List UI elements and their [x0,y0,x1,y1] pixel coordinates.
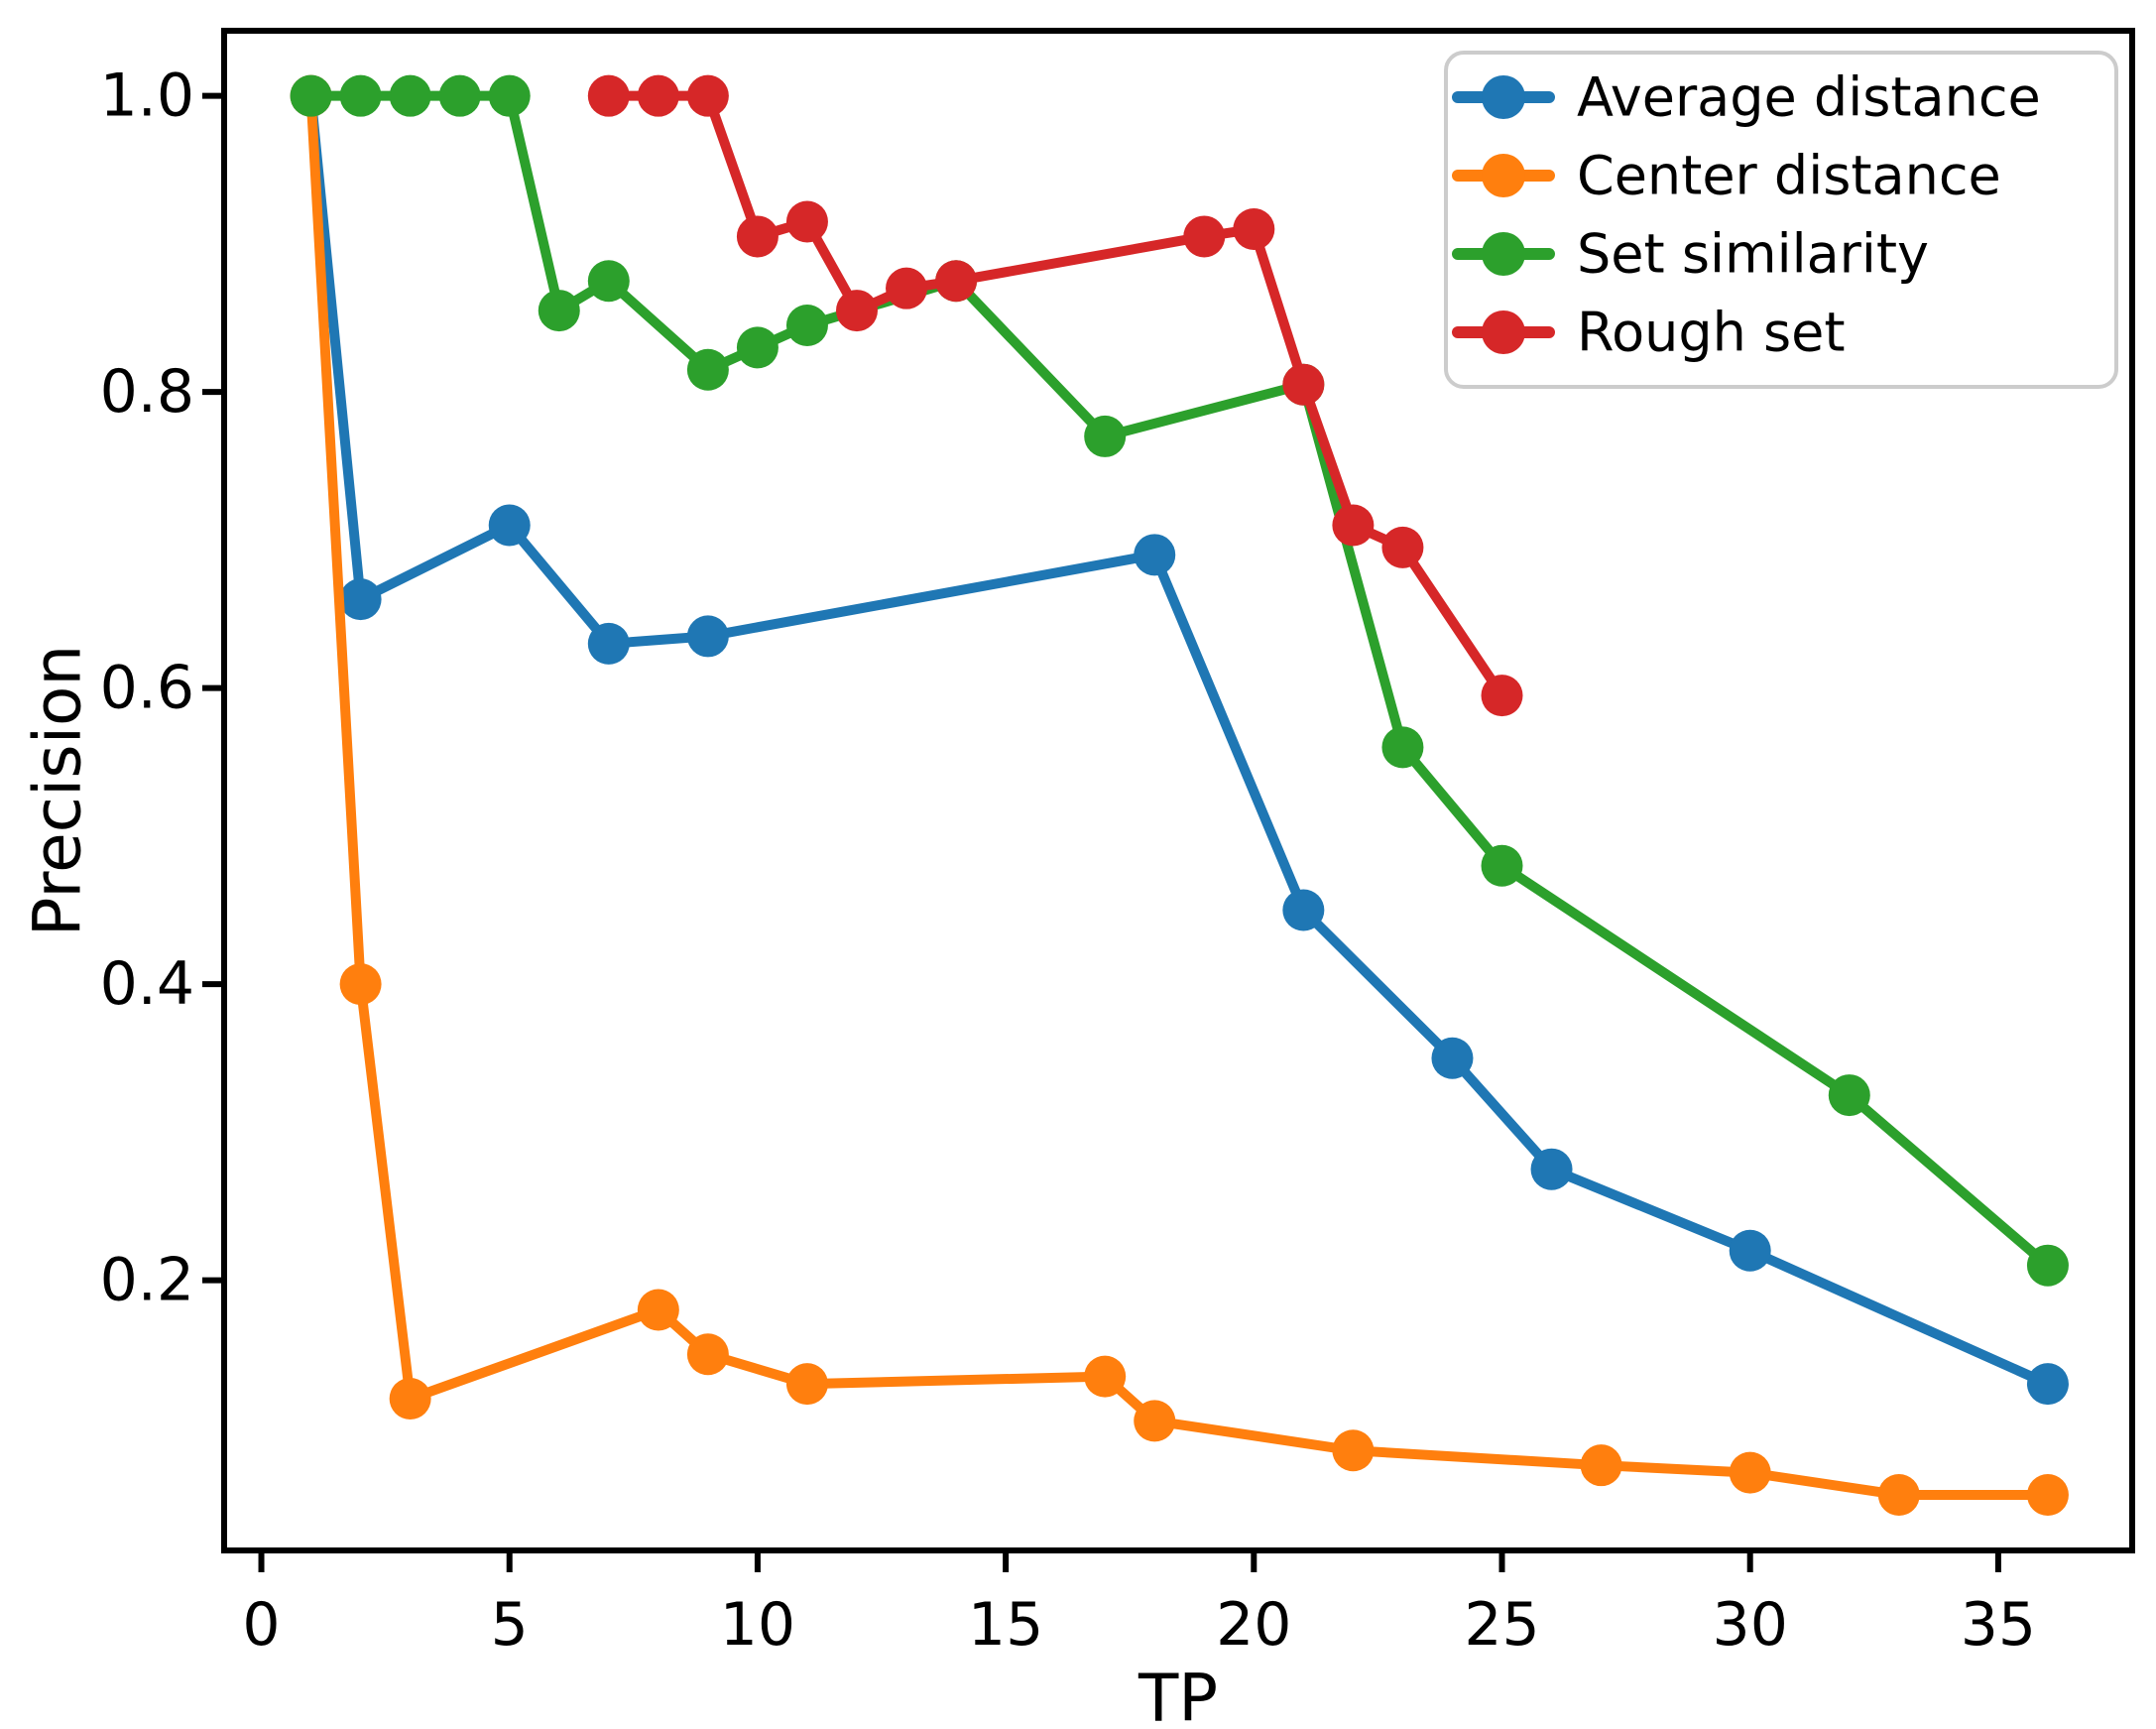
x-tick-label: 0 [242,1590,280,1660]
data-point-set-similarity [488,74,531,117]
data-point-rough-set [785,200,828,243]
data-point-center-distance [2026,1474,2069,1517]
data-point-set-similarity [538,290,580,332]
data-point-center-distance [1332,1429,1375,1472]
data-point-rough-set [1332,504,1375,547]
data-point-rough-set [1183,215,1226,258]
y-tick-label: 0.8 [100,357,194,427]
data-point-average-distance [488,504,531,547]
data-point-rough-set [587,74,630,117]
data-point-set-similarity [1381,726,1424,769]
x-tick-label: 20 [1216,1590,1291,1660]
data-point-set-similarity [587,260,630,303]
data-point-center-distance [339,963,382,1006]
data-point-average-distance [1431,1037,1474,1079]
legend-label: Center distance [1577,145,2001,207]
data-point-average-distance [1530,1148,1573,1190]
data-point-center-distance [637,1289,679,1331]
y-tick-label: 0.6 [100,654,194,723]
x-tick-label: 30 [1713,1590,1788,1660]
x-tick-label: 15 [968,1590,1043,1660]
data-point-average-distance [2026,1363,2069,1406]
data-point-rough-set [736,215,779,258]
legend-box [1444,51,2118,389]
legend-item-average-distance: Average distance [1452,66,2041,129]
data-point-center-distance [1134,1400,1176,1442]
series-rough-set [587,74,1523,717]
data-point-set-similarity [389,74,431,117]
data-point-set-similarity [1481,844,1523,887]
data-point-rough-set [1381,526,1424,568]
data-point-rough-set [1282,363,1325,406]
data-point-rough-set [935,260,978,303]
series-line-rough-set [603,90,1507,701]
legend-marker [1482,154,1525,197]
legend-item-rough-set: Rough set [1452,302,1846,364]
data-point-rough-set [637,74,679,117]
data-point-average-distance [1134,534,1176,576]
data-point-center-distance [686,1333,729,1376]
data-point-center-distance [1084,1355,1127,1398]
legend-label: Set similarity [1577,223,1929,286]
data-point-center-distance [1729,1451,1771,1494]
x-axis: 0 5 10 15 20 25 30 35 [242,1550,2036,1660]
data-point-set-similarity [686,348,729,391]
x-tick-label: 35 [1961,1590,2036,1660]
data-point-rough-set [1233,207,1275,250]
data-point-average-distance [686,615,729,658]
data-point-set-similarity [339,74,382,117]
data-point-set-similarity [1084,415,1127,457]
data-point-rough-set [835,290,878,332]
data-point-center-distance [785,1363,828,1406]
data-point-average-distance [339,578,382,621]
data-point-set-similarity [2026,1244,2069,1287]
data-point-rough-set [1481,675,1523,717]
legend-item-set-similarity: Set similarity [1452,223,1929,286]
x-tick-label: 5 [491,1590,529,1660]
data-point-set-similarity [290,74,332,117]
y-tick-label: 0.2 [100,1246,194,1315]
data-point-center-distance [1580,1444,1622,1487]
legend-item-center-distance: Center distance [1452,145,2001,207]
legend: Average distance Center distance Set simil… [1444,51,2118,389]
data-point-rough-set [886,267,928,309]
x-tick-label: 25 [1464,1590,1539,1660]
data-point-center-distance [1877,1474,1920,1517]
legend-label: Average distance [1577,66,2041,129]
data-point-set-similarity [736,326,779,369]
legend-marker [1482,75,1525,119]
y-tick-label: 0.4 [100,949,194,1019]
data-point-center-distance [389,1378,431,1420]
data-point-rough-set [686,74,729,117]
data-point-average-distance [587,622,630,665]
y-axis: 0.2 0.4 0.6 0.8 1.0 [100,62,224,1315]
legend-label: Rough set [1577,302,1846,364]
legend-marker [1482,310,1525,354]
y-tick-label: 1.0 [100,62,194,131]
x-tick-label: 10 [720,1590,795,1660]
x-axis-label: TP [1138,1661,1218,1729]
data-point-set-similarity [785,304,828,346]
data-point-set-similarity [438,74,481,117]
data-point-average-distance [1282,889,1325,931]
data-point-average-distance [1729,1229,1771,1272]
legend-marker [1482,232,1525,276]
plot-area-frame [221,28,2135,1553]
data-point-set-similarity [1828,1074,1870,1117]
y-axis-label: Precision [20,645,96,937]
